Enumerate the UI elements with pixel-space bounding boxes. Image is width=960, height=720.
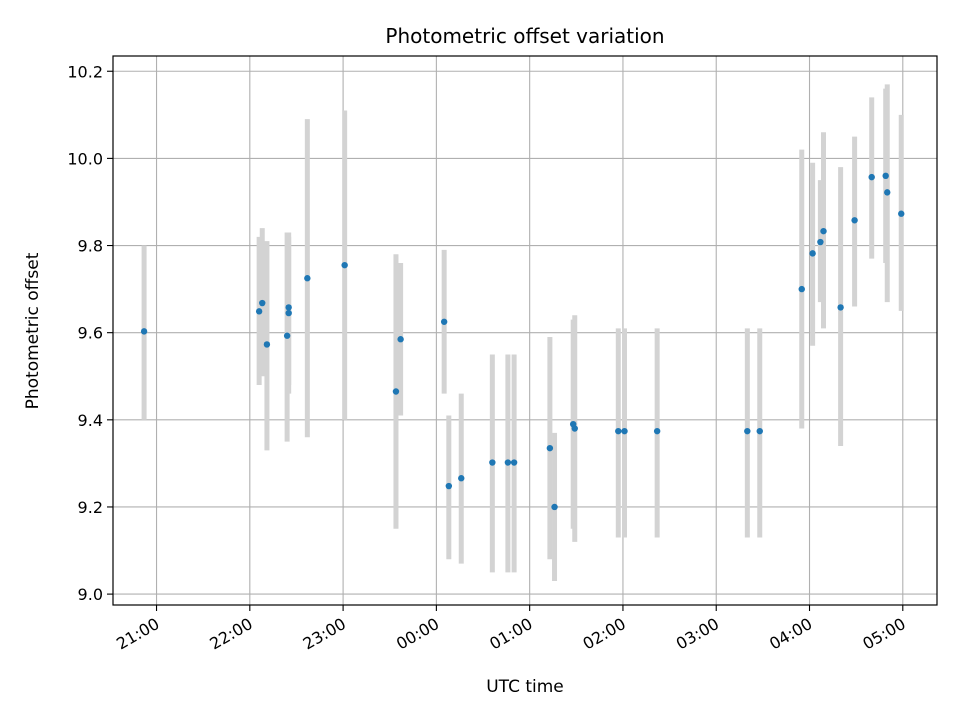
data-point xyxy=(756,427,763,435)
data-point xyxy=(837,304,844,311)
data-point xyxy=(653,427,661,435)
x-axis-label: UTC time xyxy=(486,677,564,697)
y-tick-label: 10.2 xyxy=(67,62,103,81)
data-point xyxy=(285,304,292,311)
data-points xyxy=(140,172,905,511)
data-point xyxy=(510,459,518,466)
data-point xyxy=(882,172,889,180)
data-point xyxy=(546,444,554,452)
data-point xyxy=(809,250,816,257)
data-point xyxy=(571,425,578,432)
y-tick-label: 9.0 xyxy=(78,585,103,604)
data-point xyxy=(255,308,263,315)
y-tick-label: 9.8 xyxy=(78,237,103,256)
y-axis-label: Photometric offset xyxy=(23,252,43,409)
data-point xyxy=(884,189,891,196)
data-point xyxy=(551,503,558,511)
data-point xyxy=(798,285,805,293)
y-tick-label: 9.6 xyxy=(78,324,103,343)
data-point xyxy=(259,299,266,307)
data-point xyxy=(744,427,751,435)
data-point xyxy=(285,309,292,317)
data-point xyxy=(489,459,496,466)
y-tick-label: 9.4 xyxy=(78,411,103,430)
data-point xyxy=(304,275,311,282)
data-point xyxy=(458,475,465,482)
y-tick-label: 10.0 xyxy=(67,149,103,168)
y-tick-label: 9.2 xyxy=(78,498,103,517)
chart-title: Photometric offset variation xyxy=(385,24,664,48)
data-point xyxy=(263,341,271,348)
data-point xyxy=(868,173,875,181)
data-point xyxy=(440,318,448,325)
data-point xyxy=(283,332,291,339)
data-point xyxy=(392,388,400,395)
data-point xyxy=(621,427,628,435)
data-point xyxy=(341,261,348,269)
plot-frame xyxy=(112,55,938,606)
data-point xyxy=(615,427,622,435)
y-axis-ticks: 9.0 9.2 9.4 9.6 9.8 10.0 10.2 xyxy=(67,62,113,604)
data-point xyxy=(140,328,148,335)
data-point xyxy=(898,210,905,217)
data-point xyxy=(851,217,858,224)
data-point xyxy=(820,227,827,235)
data-point xyxy=(817,238,824,246)
data-point xyxy=(445,482,453,490)
data-point xyxy=(397,336,404,343)
data-point xyxy=(504,459,512,466)
